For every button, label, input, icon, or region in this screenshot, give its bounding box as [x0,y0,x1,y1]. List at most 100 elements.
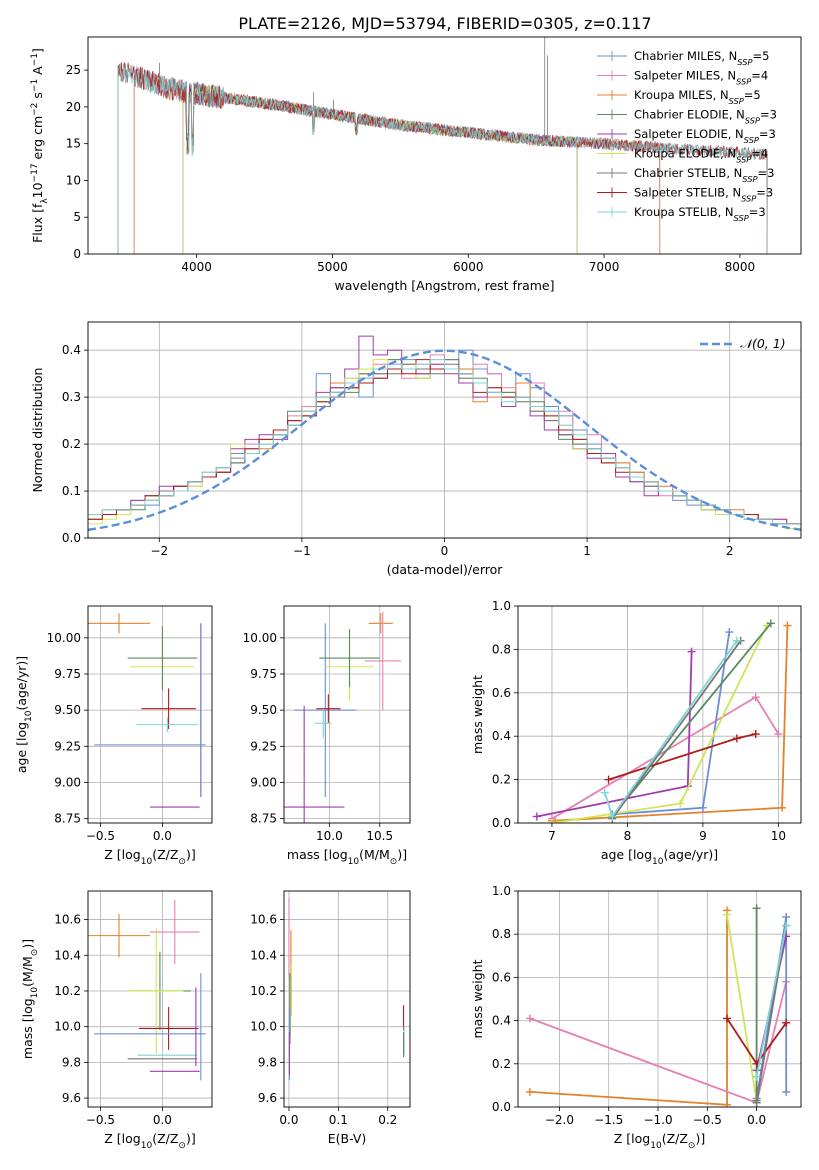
y-tick-label: 10.00 [47,631,81,645]
weight-marker [752,904,761,913]
histogram-kroupa-stelib [88,359,801,525]
weight-marker [608,812,617,821]
point-salpeter-stelib [316,694,341,724]
x-axis-label: Z [log10(Z/Z⊙)] [614,1131,705,1151]
x-tick-label: 2 [726,544,734,558]
x-tick-label: 8 [624,829,632,843]
weight-line [551,625,768,823]
weight-series-kroupa-stelib [600,636,741,821]
x-tick-label: −1.0 [643,1113,672,1127]
x-axis-label: wavelength [Angstrom, rest frame] [334,278,554,293]
point-salpeter-stelib [138,1007,199,1050]
weight-line [611,640,742,820]
weight-vs-Z-axes: −2.0 −1.5 −1.0 −0.5 0.0 0.0 0.2 0.4 0.6 0.8 1.0 Z [… [470,884,802,1151]
legend-label: Chabrier ELODIE, NSSP=3 [634,108,777,126]
y-tick-label: 0.3 [62,390,81,404]
weight-marker [732,636,741,645]
y-tick-label: 9.25 [54,739,81,753]
y-tick-label: 10.00 [243,631,277,645]
weight-series-kroupa-elodie [723,910,761,1105]
x-axis-label: (data-model)/error [387,562,504,577]
y-tick-label: 8.75 [250,812,277,826]
y-tick-label: 9.6 [62,1091,81,1105]
weight-marker [752,1098,761,1107]
x-tick-label: 8000 [725,260,756,274]
y-tick-label: 0.6 [492,686,511,700]
age-vs-mass-axes: 10.0 10.5 8.75 9.00 9.25 9.50 9.75 10.00 mass [l… [243,605,411,867]
weight-line [755,925,788,1077]
point-salpeter-elodie [284,705,345,823]
y-tick-label: 5 [73,210,81,224]
legend-item-kroupa-miles: Kroupa MILES, NSSP=5 [597,88,761,106]
mass-vs-EBV-frame [283,890,411,1108]
weight-marker [525,1014,534,1023]
y-axis-label: Flux [fλ10−17 erg cm−2 s−1 A−1] [30,48,50,243]
y-tick-label: 25 [66,63,81,77]
legend-label: Salpeter ELODIE, NSSP=3 [634,127,776,145]
y-tick-label: 1.0 [492,884,511,898]
weight-line [611,622,772,818]
weight-marker [782,1087,791,1096]
y-tick-label: 9.50 [54,703,81,717]
y-tick-label: 9.00 [250,775,277,789]
age-vs-mass-frame [283,605,411,824]
point-kroupa-miles [368,613,393,634]
x-tick-label: 0.2 [378,1113,397,1127]
x-tick-label: −0.5 [86,1113,115,1127]
weight-marker [752,1072,761,1081]
y-tick-label: 10.4 [250,948,277,962]
legend-item-chabrier-elodie: Chabrier ELODIE, NSSP=3 [597,108,777,126]
spectrum-line-kroupa-elodie [182,83,578,254]
weight-marker [766,619,775,628]
x-tick-label: 1 [583,544,591,558]
x-tick-label: 0.0 [153,1113,172,1127]
y-tick-label: 10.0 [250,1020,277,1034]
weight-line [726,914,758,1101]
mass-vs-EBV-axes: 0.0 0.1 0.2 9.6 9.8 10.0 10.2 10.4 10.6 E(B-V) [250,890,411,1146]
spectrum-line-kroupa-stelib [117,63,768,254]
y-tick-label: 0 [73,247,81,261]
age-vs-Z-plot-area [88,613,206,808]
legend-item-salpeter-miles: Salpeter MILES, NSSP=4 [597,69,768,87]
weight-marker [782,912,791,921]
weight-marker [532,812,541,821]
weight-line [536,651,693,818]
weight-marker [725,628,734,637]
x-tick-label: 5000 [317,260,348,274]
x-tick-label: 4000 [181,260,212,274]
legend-label: Salpeter STELIB, NSSP=3 [634,186,773,204]
x-axis-label: E(B-V) [328,1131,367,1146]
x-tick-label: −2 [150,544,168,558]
y-tick-label: 10.2 [250,984,277,998]
x-tick-label: 10 [771,829,786,843]
spectrum-frame [87,36,802,255]
weight-line [551,695,780,820]
weight-marker [751,730,760,739]
weight-marker [732,734,741,743]
y-tick-label: 0.2 [492,773,511,787]
y-tick-label: 20 [66,100,81,114]
point-salpeter-miles [364,611,401,711]
mass-vs-Z-axes: −0.5 0.0 9.6 9.8 10.0 10.2 10.4 10.6 Z [log10(Z/… [20,890,213,1151]
weight-series-chabrier-elodie [752,904,761,1105]
legend-label: Chabrier STELIB, NSSP=3 [634,166,774,184]
y-tick-label: 0.1 [62,484,81,498]
x-axis-label: Z [log10(Z/Z⊙)] [104,847,195,867]
legend-item-kroupa-elodie: Kroupa ELODIE, NSSP=4 [597,147,768,165]
legend-label: 𝒩(0, 1) [740,336,786,351]
age-vs-mass-plot-area [284,611,401,823]
weight-marker [783,621,792,630]
residuals-plot-area [88,335,801,531]
weight-marker [782,1018,791,1027]
spectrum-legend: Chabrier MILES, NSSP=5 Salpeter MILES, NS… [597,49,777,223]
weight-vs-Z-frame [517,890,802,1108]
x-tick-label: 0.1 [329,1113,348,1127]
y-tick-label: 0.4 [62,343,81,357]
y-tick-label: 0.4 [492,1014,511,1028]
legend-label: Kroupa ELODIE, NSSP=4 [634,147,768,165]
y-tick-label: 10.2 [54,984,81,998]
x-tick-label: −1.5 [594,1113,623,1127]
age-vs-Z-frame [87,605,213,824]
normal-reference-curve [88,349,801,531]
